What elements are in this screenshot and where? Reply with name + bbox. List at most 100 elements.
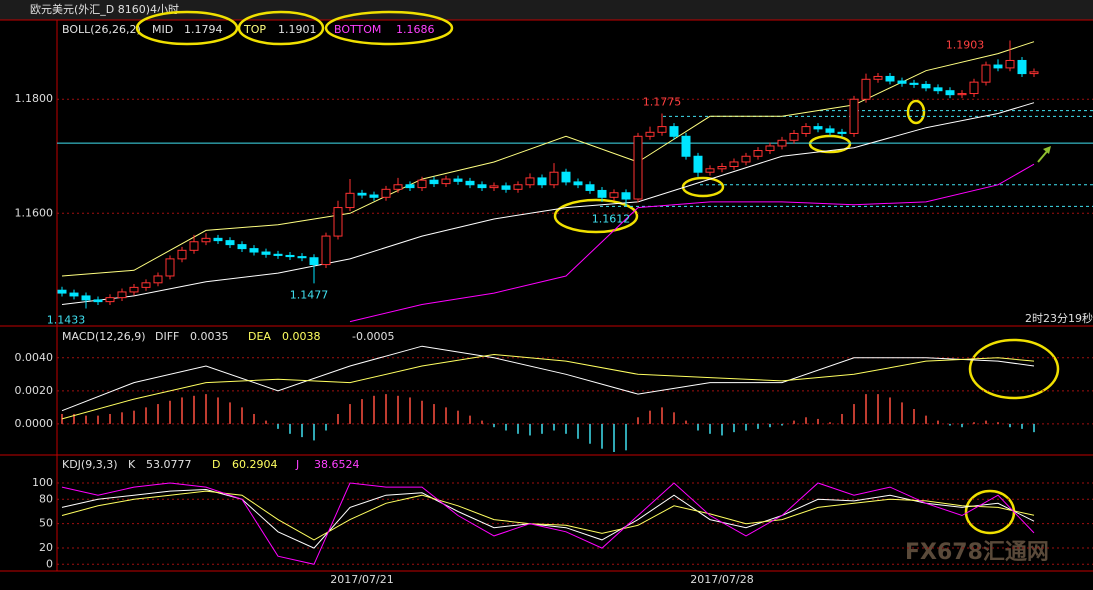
- chart-title: 欧元美元(外汇_D 8160)4小时: [30, 3, 179, 16]
- x-tick-label: 2017/07/21: [330, 573, 393, 586]
- indicator-label: MACD(12,26,9): [62, 330, 146, 343]
- candle-body: [225, 240, 235, 246]
- y-tick-label: 1.1800: [15, 92, 54, 105]
- legend-label: DIFF: [155, 330, 179, 343]
- highlight: [324, 10, 454, 46]
- candle-body: [645, 131, 655, 137]
- candle-body: [525, 177, 535, 186]
- candle-body: [897, 80, 907, 84]
- candle-body: [921, 83, 931, 89]
- legend-value: 0.0035: [190, 330, 229, 343]
- legend-value: 1.1794: [184, 23, 223, 36]
- candle-body: [177, 249, 187, 260]
- candle-body: [861, 78, 871, 100]
- candle-body: [597, 189, 607, 198]
- candle-body: [213, 237, 223, 242]
- candle-body: [189, 241, 199, 251]
- highlight: [808, 134, 852, 154]
- timer: 2时23分19秒: [1025, 311, 1093, 325]
- candle-body: [705, 168, 715, 173]
- candle-body: [297, 256, 307, 259]
- candle-body: [501, 185, 511, 190]
- y-tick-label: 100: [32, 476, 53, 489]
- price-label: 1.1903: [946, 39, 985, 52]
- candle-body: [837, 131, 847, 134]
- candle-body: [237, 244, 247, 250]
- candle-body: [957, 93, 967, 96]
- highlight: [681, 176, 725, 198]
- candle-body: [69, 292, 79, 297]
- candle-body: [981, 64, 991, 83]
- candle-body: [417, 179, 427, 189]
- legend-value: 1.1901: [278, 23, 317, 36]
- candle-body: [873, 75, 883, 80]
- title-bar: [0, 0, 1093, 20]
- kdj-line: [61, 488, 1035, 549]
- candle-body: [273, 253, 283, 256]
- candle-body: [309, 257, 319, 266]
- legend-label: D: [212, 458, 220, 471]
- candle-body: [825, 128, 835, 133]
- candle-body: [789, 132, 799, 141]
- legend-label: DEA: [248, 330, 271, 343]
- candle-body: [165, 258, 175, 277]
- boll-line: [61, 102, 1035, 305]
- candle-body: [717, 166, 727, 170]
- candle-body: [969, 81, 979, 95]
- candle-body: [1005, 59, 1015, 69]
- candle-body: [621, 192, 631, 200]
- candle-body: [765, 145, 775, 152]
- macd-line: [61, 353, 1035, 420]
- legend-value: 1.1686: [396, 23, 435, 36]
- highlight: [906, 99, 926, 125]
- candle-body: [993, 64, 1003, 69]
- legend-label: BOTTOM: [334, 23, 381, 36]
- candle-body: [345, 192, 355, 209]
- candle-body: [81, 295, 91, 301]
- highlight: [553, 198, 639, 234]
- y-tick-label: 50: [39, 517, 53, 530]
- candle-body: [585, 184, 595, 191]
- candle-body: [801, 126, 811, 134]
- candle-body: [933, 87, 943, 92]
- candle-body: [885, 75, 895, 82]
- y-tick-label: 0: [46, 557, 53, 570]
- y-tick-label: 1.1600: [15, 206, 54, 219]
- indicator-label: BOLL(26,26,2): [62, 23, 141, 36]
- candle-body: [261, 251, 271, 255]
- candle-body: [909, 82, 919, 85]
- candle-body: [657, 126, 667, 133]
- candle-body: [573, 181, 583, 186]
- highlight: [135, 10, 239, 46]
- candle-body: [477, 184, 487, 189]
- watermark: FX678汇通网: [905, 540, 1049, 565]
- y-tick-label: 80: [39, 492, 53, 505]
- candle-body: [105, 297, 115, 303]
- candle-body: [537, 177, 547, 186]
- candle-body: [381, 188, 391, 198]
- candle-body: [57, 289, 67, 294]
- legend-label: MID: [152, 23, 173, 36]
- candle-body: [429, 179, 439, 185]
- legend-value: 38.6524: [314, 458, 360, 471]
- candle-body: [549, 171, 559, 186]
- candle-body: [369, 194, 379, 198]
- candle-body: [489, 185, 499, 189]
- candle-body: [453, 178, 463, 182]
- highlight: [237, 10, 325, 46]
- candle-body: [609, 192, 619, 198]
- x-tick-label: 2017/07/28: [690, 573, 753, 586]
- candle-body: [513, 184, 523, 190]
- y-tick-label: 20: [39, 541, 53, 554]
- y-tick-label: 0.0020: [15, 384, 54, 397]
- legend-label: TOP: [243, 23, 266, 36]
- candle-body: [321, 235, 331, 266]
- candle-body: [141, 282, 151, 288]
- boll-line: [349, 163, 1035, 323]
- candle-body: [681, 135, 691, 157]
- kdj-line: [61, 490, 1035, 541]
- candle-body: [117, 291, 127, 299]
- candle-body: [465, 180, 475, 186]
- candle-body: [441, 178, 451, 185]
